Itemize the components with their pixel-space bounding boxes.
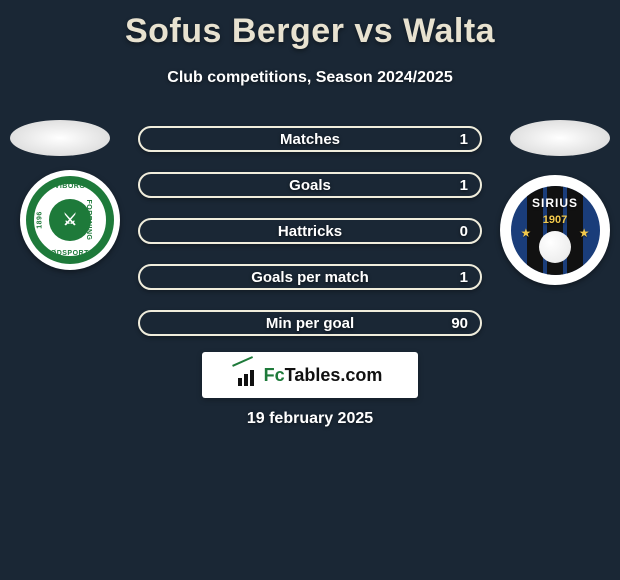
stat-label: Goals	[289, 177, 331, 194]
stat-right-value: 1	[460, 177, 468, 194]
fctables-text: FcTables.com	[264, 365, 383, 386]
stat-row-min-per-goal: Min per goal 90	[138, 310, 482, 336]
stat-right-value: 1	[460, 131, 468, 148]
page-subtitle: Club competitions, Season 2024/2025	[0, 69, 620, 87]
page-title: Sofus Berger vs Walta	[0, 0, 620, 51]
football-icon	[539, 231, 571, 263]
stat-row-matches: Matches 1	[138, 126, 482, 152]
player-photo-left	[10, 120, 110, 156]
fctables-branding: FcTables.com	[202, 352, 418, 398]
viborg-ring-text-bottom: FØDSPORTS	[46, 250, 94, 257]
stat-label: Matches	[280, 131, 340, 148]
stat-row-goals-per-match: Goals per match 1	[138, 264, 482, 290]
stat-label: Goals per match	[251, 269, 369, 286]
club-badge-viborg: VIBORG FØDSPORTS 1896 FORENING ⚔	[20, 170, 120, 270]
stat-right-value: 0	[460, 223, 468, 240]
stat-row-goals: Goals 1	[138, 172, 482, 198]
fctables-suffix: Tables.com	[285, 365, 383, 385]
stat-right-value: 90	[451, 315, 468, 332]
chart-icon	[238, 364, 260, 386]
club-badge-sirius: SIRIUS 1907 ★ ★	[500, 175, 610, 285]
viborg-ring-text-top: VIBORG	[55, 183, 86, 190]
sirius-label: SIRIUS	[511, 196, 600, 210]
star-icon: ★	[521, 226, 532, 240]
comparison-date: 19 february 2025	[0, 410, 620, 428]
viborg-ring-text-right: FORENING	[85, 200, 92, 241]
sirius-year: 1907	[511, 214, 600, 226]
star-icon: ★	[579, 226, 590, 240]
player-photo-right	[510, 120, 610, 156]
stat-row-hattricks: Hattricks 0	[138, 218, 482, 244]
stat-label: Hattricks	[278, 223, 342, 240]
stat-right-value: 1	[460, 269, 468, 286]
stat-label: Min per goal	[266, 315, 354, 332]
fctables-prefix: Fc	[264, 365, 285, 385]
viborg-ring-year: 1896	[36, 211, 43, 229]
stats-container: Matches 1 Goals 1 Hattricks 0 Goals per …	[138, 126, 482, 356]
